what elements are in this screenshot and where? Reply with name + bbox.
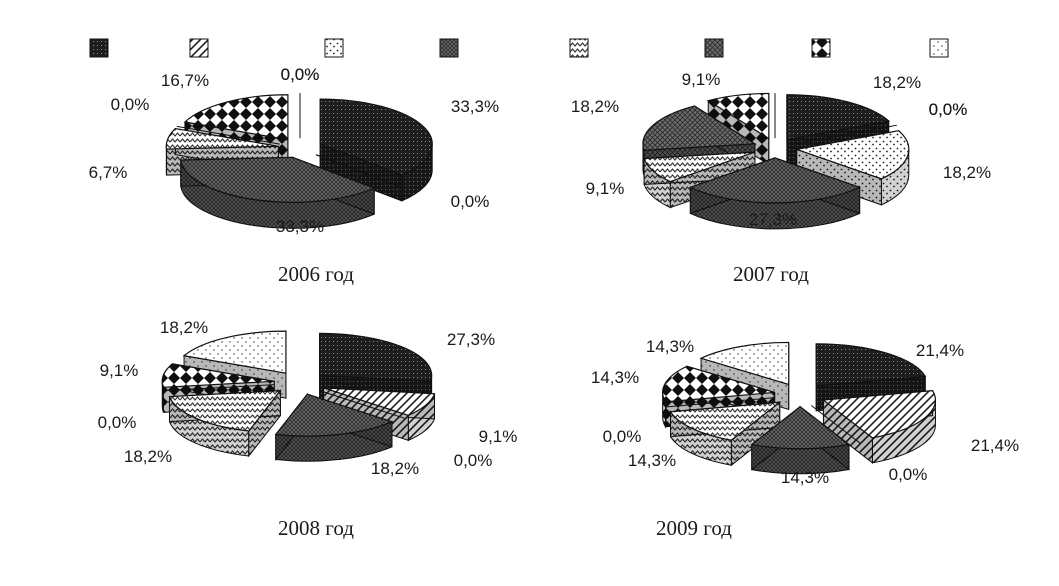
pie-slice	[794, 130, 910, 206]
data-label: 21,4%	[916, 341, 964, 360]
legend-entry-6	[704, 38, 724, 58]
data-label: 0,0%	[929, 100, 968, 119]
data-label: 27,3%	[749, 210, 797, 229]
data-label: 0,0%	[929, 100, 968, 119]
legend-swatch	[929, 38, 949, 58]
data-label: 9,1%	[479, 427, 518, 446]
legend-swatch	[189, 38, 209, 58]
data-label: 21,4%	[971, 436, 1019, 455]
legend-swatch	[324, 38, 344, 58]
pie-chart-4: 21,4% 21,4% 0,0% 14,3% 14,3% 0,0% 14,3% 14,3% 20…	[591, 337, 1019, 540]
data-label: 0,0%	[281, 65, 320, 84]
data-label: 0,0%	[603, 427, 642, 446]
pie-chart-3: 27,3% 9,1% 0,0% 18,2% 18,2% 0,0% 9,1% 18,2% 2008…	[98, 318, 518, 540]
data-label: 33,3%	[276, 217, 324, 236]
data-label: 27,3%	[447, 330, 495, 349]
pie-slice	[688, 157, 862, 230]
pie-slice-zero	[794, 124, 897, 145]
data-label: 14,3%	[781, 468, 829, 487]
legend-entry-5	[569, 38, 589, 58]
charts: 33,3% 0,0% 0,0% 33,3% 6,7% 0,0% 16,7% 0,0% 2006 …	[89, 65, 1019, 540]
pie-slice-zero	[319, 390, 405, 419]
data-label: 14,3%	[628, 451, 676, 470]
data-label: 6,7%	[89, 163, 128, 182]
data-label: 18,2%	[571, 97, 619, 116]
pie-slice-zero	[163, 384, 275, 392]
data-label: 9,1%	[100, 361, 139, 380]
data-label: 18,2%	[371, 459, 419, 478]
data-label: 18,2%	[943, 163, 991, 182]
pie-chart-2: 18,2%0,0%18,2%27,3%9,1%18,2%9,1%0,0%2007…	[571, 70, 991, 286]
chart-caption: 2009 год	[656, 516, 732, 540]
data-label: 0,0%	[889, 465, 928, 484]
chart-caption: 2008 год	[278, 516, 354, 540]
pie-slice	[669, 401, 782, 467]
chart-caption: 2007 год	[733, 262, 809, 286]
pie-slice-zero	[315, 154, 398, 187]
data-label: 0,0%	[98, 413, 137, 432]
pie-slice	[821, 389, 937, 464]
legend-entry-2	[189, 38, 209, 58]
pie-slice-zero	[665, 397, 775, 408]
pie-slice	[319, 98, 433, 202]
data-label: 14,3%	[646, 337, 694, 356]
pie-slice	[750, 405, 851, 475]
legend	[89, 38, 949, 58]
legend-entry-7	[811, 38, 831, 58]
legend-entry-4	[439, 38, 459, 58]
data-label: 0,0%	[454, 451, 493, 470]
data-label: 18,2%	[873, 73, 921, 92]
legend-swatch	[89, 38, 109, 58]
pie-chart-1: 33,3%0,0%0,0%33,3%6,7%0,0%16,7% 0,0%2006 …	[89, 65, 499, 286]
legend-entry-1	[89, 38, 109, 58]
data-label: 14,3%	[591, 368, 639, 387]
data-label: 0,0%	[451, 192, 490, 211]
legend-swatch	[569, 38, 589, 58]
legend-swatch	[439, 38, 459, 58]
data-label: 0,0%	[111, 95, 150, 114]
data-label: 18,2%	[124, 447, 172, 466]
data-label: 9,1%	[586, 179, 625, 198]
pie-slice	[168, 389, 282, 458]
data-label: 33,3%	[451, 97, 499, 116]
legend-swatch	[811, 38, 831, 58]
data-label: 18,2%	[160, 318, 208, 337]
legend-entry-8	[929, 38, 949, 58]
legend-entry-3	[324, 38, 344, 58]
chart-caption: 2006 год	[278, 262, 354, 286]
legend-swatch	[704, 38, 724, 58]
pie-slice	[274, 392, 394, 462]
data-label: 0,0%	[281, 65, 320, 84]
pie-slice-zero	[176, 125, 280, 145]
pie-slice	[180, 156, 376, 229]
data-label: 9,1%	[682, 70, 721, 89]
data-label: 16,7%	[161, 71, 209, 90]
pie-slice-zero	[811, 405, 861, 444]
